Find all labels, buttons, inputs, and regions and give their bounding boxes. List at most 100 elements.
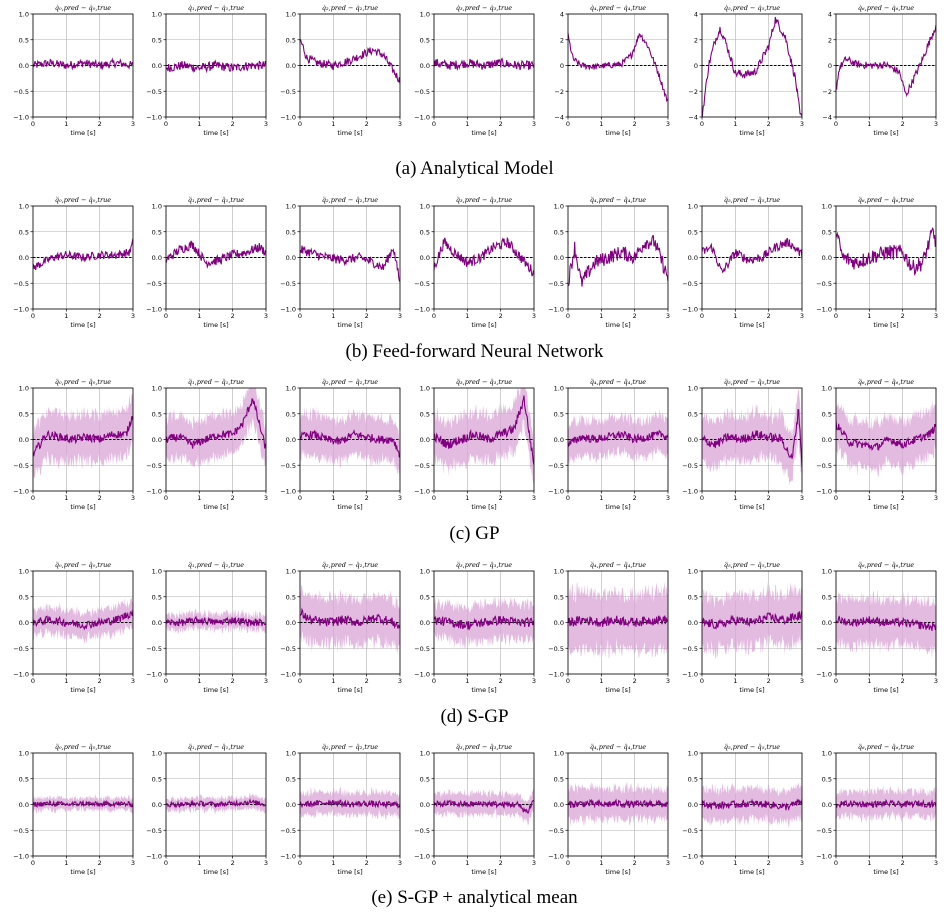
- y-tick-label: −0.5: [280, 88, 296, 96]
- x-axis-label: time [s]: [605, 868, 630, 876]
- subplot-r1-c2: −1.0 −0.5 0.0 0.5 1.0 0 1 2 3 time [s] q̈₂,pred − …: [280, 196, 402, 329]
- y-tick-label: 0.5: [420, 410, 430, 418]
- subplot-r2-c4: −1.0 −0.5 0.0 0.5 1.0 0 1 2 3 time [s] q̈₄,pred − …: [548, 378, 670, 511]
- y-tick-label: 0.5: [688, 775, 698, 783]
- y-tick-label: −1.0: [414, 306, 430, 314]
- x-tick-label: 2: [767, 677, 771, 685]
- subplot-title: q̈₄,pred − q̈₄,true: [590, 561, 646, 569]
- y-tick-label: 1.0: [554, 568, 564, 576]
- subplot-r0-c0: −1.0 −0.5 0.0 0.5 1.0 0 1 2 3 time [s] q̇₀,pred − …: [13, 4, 135, 137]
- y-tick-label: −0.5: [146, 827, 162, 835]
- subplot-title: q̈₅,pred − q̈₅,true: [724, 378, 780, 386]
- x-tick-label: 3: [264, 494, 268, 502]
- subplot-title: q̈₂,pred − q̈₂,true: [322, 743, 378, 751]
- x-tick-label: 0: [298, 120, 302, 128]
- plot-area: [836, 399, 936, 477]
- y-tick-label: 1.0: [286, 385, 296, 393]
- y-tick-label: −0.5: [414, 88, 430, 96]
- error-series-line: [166, 798, 266, 809]
- subplot-r3-c6: −1.0 −0.5 0.0 0.5 1.0 0 1 2 3 time [s] q̈₆,pred − …: [816, 561, 938, 694]
- error-series-line: [300, 39, 400, 84]
- y-tick-label: 0.0: [554, 254, 564, 262]
- x-tick-label: 3: [800, 677, 804, 685]
- x-tick-label: 3: [666, 677, 670, 685]
- x-tick-label: 0: [834, 494, 838, 502]
- y-tick-label: −0.5: [548, 280, 564, 288]
- x-tick-label: 2: [499, 312, 503, 320]
- plot-area: [33, 57, 133, 71]
- subplot-title: q̈₀,pred − q̈₀,true: [55, 196, 111, 204]
- subplot-title: q̈₂,pred − q̈₂,true: [322, 561, 378, 569]
- x-tick-label: 1: [465, 120, 469, 128]
- y-tick-label: −1.0: [548, 488, 564, 496]
- y-tick-label: 1.0: [822, 203, 832, 211]
- error-series-line: [702, 798, 802, 812]
- caption-a: (a) Analytical Model: [395, 158, 554, 179]
- y-tick-label: 0.5: [420, 775, 430, 783]
- x-tick-label: 2: [767, 859, 771, 867]
- x-tick-label: 0: [164, 120, 168, 128]
- y-tick-label: 0.5: [286, 410, 296, 418]
- x-tick-label: 2: [767, 494, 771, 502]
- x-tick-label: 2: [365, 494, 369, 502]
- plot-area: [568, 581, 668, 660]
- x-axis-label: time [s]: [203, 686, 228, 694]
- plot-area: [836, 785, 936, 824]
- y-tick-label: −1.0: [548, 306, 564, 314]
- x-tick-label: 3: [264, 120, 268, 128]
- subplot-r4-c3: −1.0 −0.5 0.0 0.5 1.0 0 1 2 3 time [s] q̈₃,pred − …: [414, 743, 536, 876]
- error-series-line: [166, 59, 266, 74]
- subplot-title: q̈₁,pred − q̈₁,true: [188, 196, 244, 204]
- x-tick-label: 1: [599, 120, 603, 128]
- y-tick-label: 1.0: [688, 385, 698, 393]
- y-tick-label: −0.5: [682, 645, 698, 653]
- error-series-line: [568, 234, 668, 287]
- subplot-title: q̈₆,pred − q̈₆,true: [858, 196, 914, 204]
- x-tick-label: 0: [164, 677, 168, 685]
- subplot-r2-c0: −1.0 −0.5 0.0 0.5 1.0 0 1 2 3 time [s] q̈₀,pred − …: [13, 378, 135, 511]
- y-tick-label: −1.0: [816, 853, 832, 861]
- y-tick-label: 0.0: [152, 436, 162, 444]
- x-tick-label: 1: [733, 677, 737, 685]
- y-tick-label: −1.0: [414, 853, 430, 861]
- error-series-line: [300, 799, 400, 810]
- x-tick-label: 0: [298, 312, 302, 320]
- y-tick-label: 0.0: [688, 436, 698, 444]
- subplot-title: q̈₆,pred − q̈₆,true: [858, 743, 914, 751]
- y-tick-label: 0.5: [822, 775, 832, 783]
- subplot-title: q̇₁,pred − q̇₁,true: [188, 4, 244, 12]
- plot-area: [568, 234, 668, 287]
- x-axis-label: time [s]: [873, 503, 898, 511]
- y-tick-label: −0.5: [548, 462, 564, 470]
- x-tick-label: 3: [666, 859, 670, 867]
- plot-area: [702, 581, 802, 659]
- subplot-r1-c0: −1.0 −0.5 0.0 0.5 1.0 0 1 2 3 time [s] q̈₀,pred − …: [13, 196, 135, 329]
- x-tick-label: 3: [666, 120, 670, 128]
- x-tick-label: 0: [566, 859, 570, 867]
- y-tick-label: 1.0: [19, 203, 29, 211]
- y-tick-label: −0.5: [146, 280, 162, 288]
- x-tick-label: 0: [164, 859, 168, 867]
- y-tick-label: −0.5: [146, 645, 162, 653]
- x-tick-label: 2: [767, 312, 771, 320]
- error-series-line: [702, 610, 802, 630]
- y-tick-label: 0.0: [822, 801, 832, 809]
- error-series-line: [568, 798, 668, 809]
- x-axis-label: time [s]: [471, 321, 496, 329]
- x-tick-label: 1: [331, 120, 335, 128]
- subplot-title: q̈₄,pred − q̈₄,true: [590, 196, 646, 204]
- x-tick-label: 2: [901, 677, 905, 685]
- y-tick-label: 0: [560, 62, 564, 70]
- error-series-line: [300, 429, 400, 458]
- x-axis-label: time [s]: [605, 503, 630, 511]
- error-series-line: [434, 57, 534, 71]
- y-tick-label: 0.0: [822, 254, 832, 262]
- y-tick-label: 0.5: [152, 36, 162, 44]
- y-tick-label: −2: [688, 88, 698, 96]
- x-tick-label: 0: [298, 494, 302, 502]
- x-tick-label: 2: [231, 312, 235, 320]
- x-axis-label: time [s]: [739, 686, 764, 694]
- x-tick-label: 3: [398, 120, 402, 128]
- x-tick-label: 3: [532, 677, 536, 685]
- x-axis-label: time [s]: [70, 868, 95, 876]
